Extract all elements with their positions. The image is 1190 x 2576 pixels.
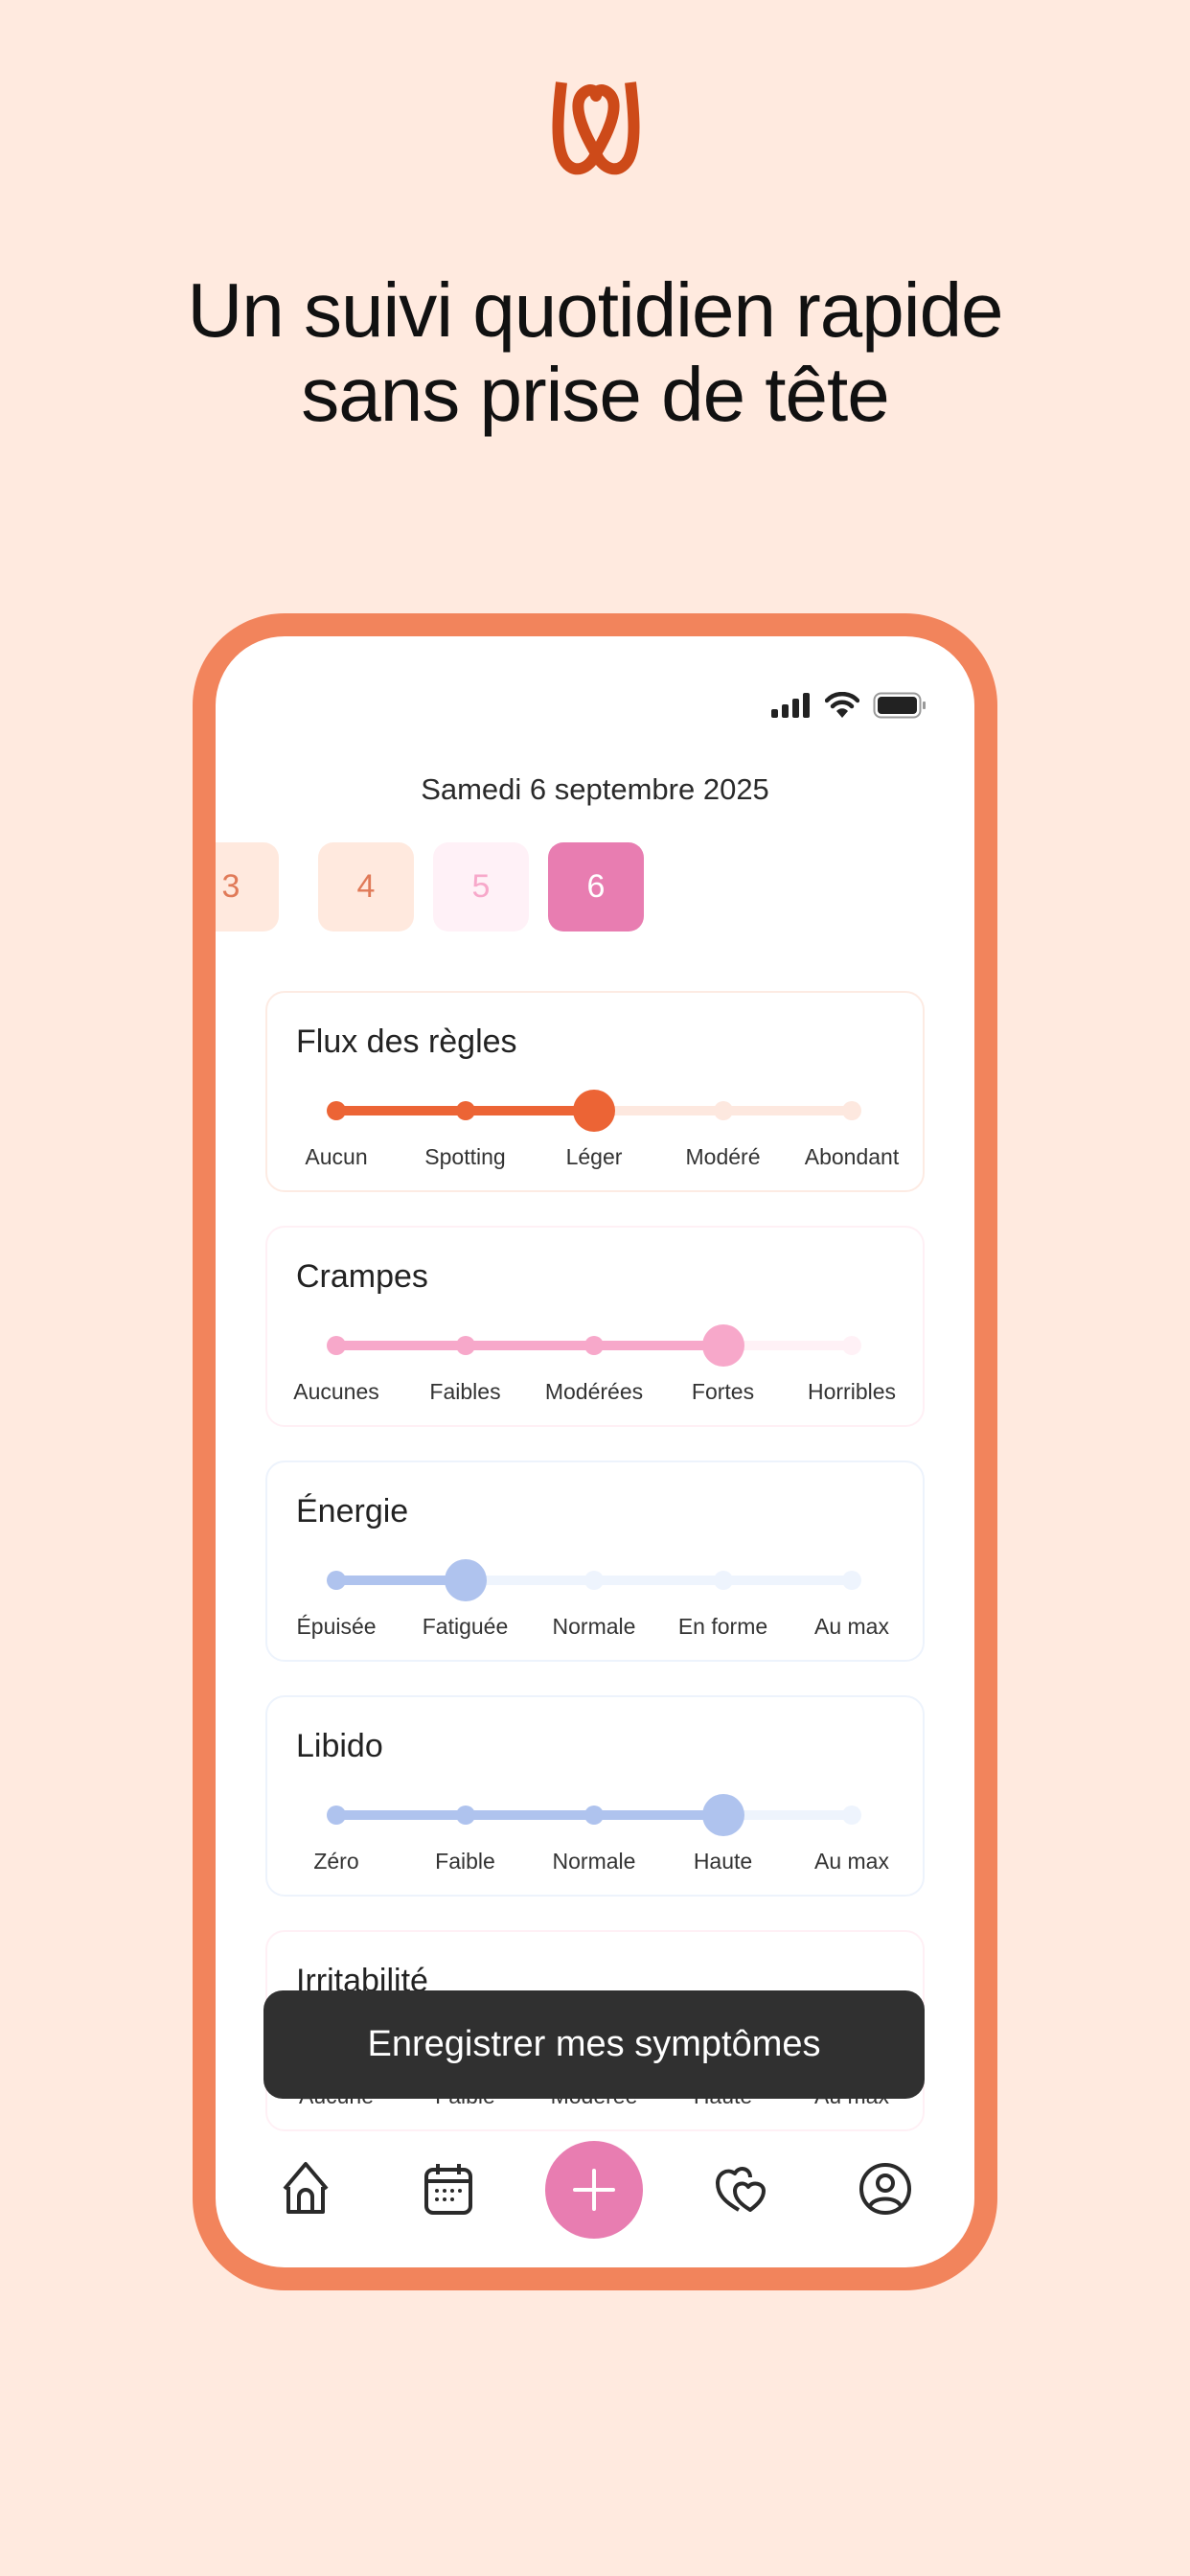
slider-step[interactable] bbox=[584, 1571, 604, 1590]
option-label[interactable]: Abondant bbox=[804, 1144, 900, 1169]
symptom-slider[interactable] bbox=[327, 1324, 861, 1367]
option-label[interactable]: Aucunes bbox=[293, 1379, 379, 1404]
wifi-icon bbox=[825, 692, 859, 718]
home-icon bbox=[283, 2162, 329, 2214]
slider-step[interactable] bbox=[842, 1101, 861, 1120]
slider-fill bbox=[336, 1341, 723, 1350]
option-label[interactable]: Fatiguée bbox=[422, 1614, 509, 1639]
calendar-icon bbox=[424, 2164, 472, 2215]
slider-step[interactable] bbox=[455, 1806, 475, 1825]
option-label[interactable]: En forme bbox=[677, 1614, 768, 1639]
slider-thumb[interactable] bbox=[444, 1559, 487, 1601]
option-label[interactable]: Épuisée bbox=[296, 1614, 377, 1639]
add-entry-button[interactable] bbox=[545, 2141, 643, 2239]
date-label: Samedi 6 septembre 2025 bbox=[421, 772, 769, 806]
slider-step[interactable] bbox=[584, 1336, 604, 1355]
slider-step[interactable] bbox=[584, 1806, 604, 1825]
slider-step[interactable] bbox=[327, 1571, 346, 1590]
option-label[interactable]: Fortes bbox=[691, 1379, 755, 1404]
option-label[interactable]: Faible bbox=[435, 1849, 495, 1874]
day-tile-4[interactable]: 4 bbox=[318, 842, 414, 932]
slider-step[interactable] bbox=[842, 1806, 861, 1825]
slider-step[interactable] bbox=[327, 1101, 346, 1120]
symptom-slider[interactable] bbox=[327, 1559, 861, 1601]
save-symptoms-button[interactable]: Enregistrer mes symptômes bbox=[263, 1990, 925, 2099]
day-tile-6[interactable]: 6 bbox=[548, 842, 644, 932]
slider-step[interactable] bbox=[713, 1571, 733, 1590]
day-tile-5[interactable]: 5 bbox=[433, 842, 529, 932]
slider-step[interactable] bbox=[842, 1571, 861, 1590]
option-label[interactable]: Haute bbox=[693, 1849, 753, 1874]
signal-icon bbox=[771, 693, 810, 718]
headline-line-1: Un suivi quotidien rapide bbox=[187, 267, 1003, 353]
option-label[interactable]: Modérées bbox=[544, 1379, 644, 1404]
option-label[interactable]: Au max bbox=[814, 1849, 889, 1874]
option-label[interactable]: Normale bbox=[552, 1614, 636, 1639]
symptom-slider[interactable] bbox=[327, 1090, 861, 1132]
option-label[interactable]: Zéro bbox=[313, 1849, 359, 1874]
symptom-title: Énergie bbox=[296, 1493, 409, 1530]
nav-home[interactable] bbox=[267, 2150, 344, 2227]
slider-step[interactable] bbox=[455, 1101, 475, 1120]
slider-step[interactable] bbox=[713, 1101, 733, 1120]
option-label[interactable]: Modéré bbox=[685, 1144, 761, 1169]
battery-icon bbox=[873, 692, 926, 719]
symptom-slider[interactable] bbox=[327, 1794, 861, 1836]
option-label[interactable]: Faibles bbox=[429, 1379, 501, 1404]
option-label[interactable]: Normale bbox=[552, 1849, 636, 1874]
symptom-card: Flux des règles Aucun Spotting Léger Modéré A… bbox=[265, 991, 925, 1192]
plus-icon bbox=[573, 2169, 615, 2211]
symptom-card: Libido Zéro Faible Normale Haute Au max bbox=[265, 1695, 925, 1897]
nav-calendar[interactable] bbox=[410, 2150, 487, 2227]
slider-fill bbox=[336, 1576, 466, 1585]
app-logo bbox=[552, 81, 640, 175]
day-tile-3[interactable]: 3 bbox=[216, 842, 279, 932]
option-label[interactable]: Spotting bbox=[424, 1144, 506, 1169]
symptom-title: Flux des règles bbox=[296, 1024, 517, 1060]
option-label[interactable]: Aucun bbox=[305, 1144, 368, 1169]
nav-hearts[interactable] bbox=[704, 2150, 781, 2227]
profile-icon bbox=[859, 2163, 911, 2215]
bottom-nav bbox=[216, 2131, 974, 2246]
option-label[interactable]: Au max bbox=[814, 1614, 889, 1639]
option-label[interactable]: Léger bbox=[565, 1144, 623, 1169]
symptom-title: Crampes bbox=[296, 1258, 428, 1295]
slider-step[interactable] bbox=[842, 1336, 861, 1355]
nav-profile[interactable] bbox=[847, 2150, 924, 2227]
symptom-card: Énergie Épuisée Fatiguée Normale En forme Au … bbox=[265, 1460, 925, 1662]
hearts-icon bbox=[716, 2167, 766, 2212]
symptom-card: Crampes Aucunes Faibles Modérées Fortes Horri… bbox=[265, 1226, 925, 1427]
headline-line-2: sans prise de tête bbox=[301, 352, 889, 437]
status-bar bbox=[771, 692, 927, 719]
slider-step[interactable] bbox=[327, 1336, 346, 1355]
headline: Un suivi quotidien rapide sans prise de … bbox=[0, 268, 1190, 437]
slider-fill bbox=[336, 1810, 723, 1820]
symptom-title: Libido bbox=[296, 1728, 383, 1764]
slider-thumb[interactable] bbox=[701, 1324, 744, 1367]
slider-step[interactable] bbox=[455, 1336, 475, 1355]
slider-thumb[interactable] bbox=[701, 1794, 744, 1836]
slider-step[interactable] bbox=[327, 1806, 346, 1825]
slider-thumb[interactable] bbox=[573, 1090, 615, 1132]
option-label[interactable]: Horribles bbox=[807, 1379, 897, 1404]
